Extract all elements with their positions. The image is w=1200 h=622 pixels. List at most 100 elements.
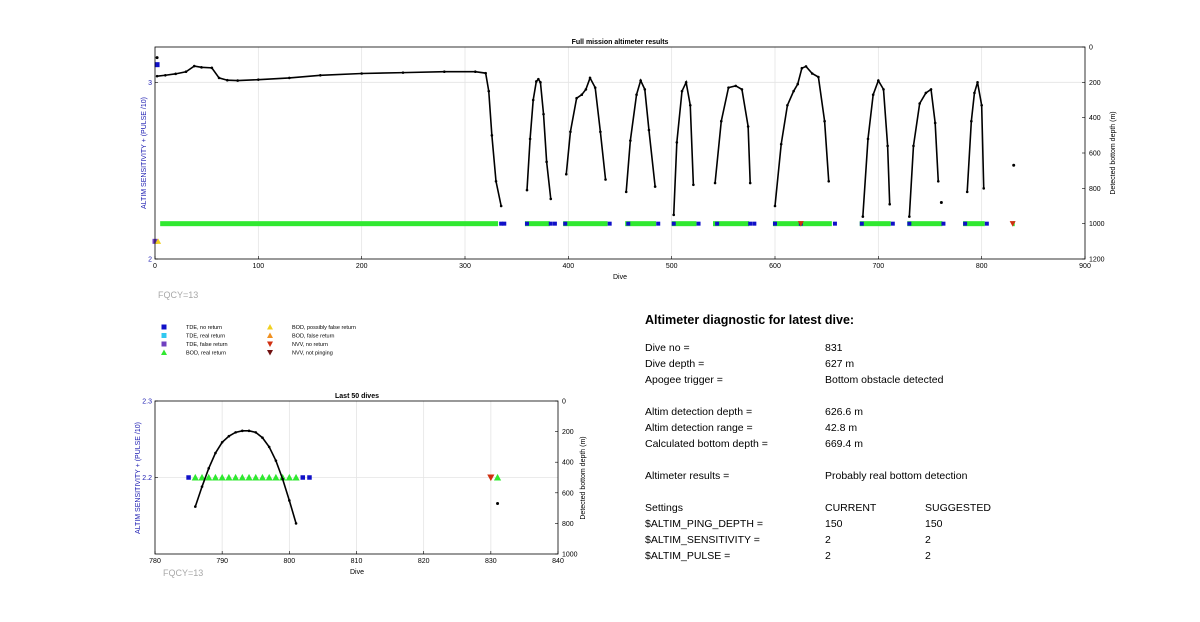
main-fqcy-annotation: FQCY=13 bbox=[158, 290, 198, 300]
bottom-depth-point bbox=[443, 70, 446, 74]
bottom-depth-point bbox=[882, 88, 885, 91]
dive-no-label: Dive no = bbox=[645, 342, 690, 354]
bottom-depth-line bbox=[625, 78, 656, 192]
last-50-ticks: 780 790 800 810 820 830 840 2.2 2.3 0 200 400 600 800… bbox=[142, 399, 577, 566]
bottom-depth-line bbox=[908, 87, 940, 217]
bottom-depth-point bbox=[528, 137, 532, 141]
bottom-depth-point bbox=[494, 179, 498, 183]
bod-real-return-marker bbox=[218, 473, 226, 481]
legend-label: BOD, possibly false return bbox=[292, 325, 356, 331]
bottom-depth-point bbox=[588, 76, 592, 80]
bottom-depth-point bbox=[539, 81, 542, 84]
bottom-depth-point bbox=[234, 431, 237, 434]
bottom-depth-point bbox=[675, 141, 679, 144]
bottom-depth-point bbox=[484, 71, 487, 75]
bod-real-return-run bbox=[160, 221, 499, 227]
bottom-depth-point bbox=[274, 459, 278, 462]
tde-no-return-marker bbox=[773, 221, 777, 226]
bottom-depth-point bbox=[401, 71, 405, 74]
tde-no-return-marker bbox=[499, 221, 504, 226]
bottom-depth-point bbox=[254, 431, 258, 434]
bottom-depth-point bbox=[549, 197, 553, 201]
bottom-depth-point bbox=[933, 121, 937, 125]
x-tick-label: 790 bbox=[216, 558, 228, 565]
tde-no-return-marker bbox=[307, 475, 312, 480]
settings-label: Settings bbox=[645, 502, 683, 514]
bottom-depth-point bbox=[200, 66, 203, 69]
status-marker bbox=[155, 238, 162, 244]
x-tick-label: 600 bbox=[769, 263, 781, 270]
bottom-depth-point bbox=[810, 72, 814, 75]
x-tick-label: 820 bbox=[418, 558, 430, 565]
bottom-depth-point bbox=[973, 91, 976, 95]
tde-no-return-marker bbox=[186, 475, 191, 480]
tde-no-return-marker bbox=[552, 221, 557, 226]
bottom-depth-point bbox=[800, 66, 804, 70]
tde-no-return-marker bbox=[671, 221, 676, 226]
setting-suggested: 150 bbox=[925, 518, 943, 530]
bottom-depth-point bbox=[257, 78, 260, 81]
bottom-depth-point bbox=[525, 188, 529, 192]
y-right-tick-label: 0 bbox=[562, 399, 566, 406]
bottom-depth-point bbox=[575, 96, 578, 100]
x-tick-label: 900 bbox=[1079, 263, 1091, 270]
last-50-left-y-label: ALTIM SENSITIVITY + (PULSE /10) bbox=[135, 422, 142, 534]
current-label: CURRENT bbox=[825, 502, 877, 514]
bottom-depth-line bbox=[565, 75, 607, 180]
legend-label: TDE, false return bbox=[186, 342, 228, 348]
x-tick-label: 200 bbox=[356, 263, 368, 270]
bod-real-return-marker bbox=[211, 473, 220, 481]
bottom-depth-point bbox=[210, 66, 214, 70]
bottom-depth-point bbox=[281, 477, 284, 481]
bottom-depth-point bbox=[936, 179, 940, 183]
bottom-depth-point bbox=[804, 65, 808, 68]
dive-no-value: 831 bbox=[825, 342, 843, 354]
tde-no-return-marker bbox=[626, 221, 631, 226]
bottom-depth-point bbox=[155, 56, 159, 60]
tde-no-return-marker bbox=[548, 221, 553, 226]
y-right-tick-label: 200 bbox=[562, 429, 574, 436]
legend-marker bbox=[161, 341, 167, 347]
bottom-depth-point bbox=[599, 130, 602, 134]
bod-real-return-marker bbox=[258, 473, 267, 481]
bottom-depth-point bbox=[214, 451, 217, 455]
calc-bottom-label: Calculated bottom depth = bbox=[645, 438, 768, 450]
y-right-tick-label: 400 bbox=[562, 460, 574, 467]
tde-no-return-marker bbox=[963, 221, 968, 226]
main-x-label: Dive bbox=[613, 274, 627, 281]
bottom-depth-point bbox=[217, 76, 221, 80]
bottom-depth-point bbox=[288, 76, 291, 80]
x-tick-label: 840 bbox=[552, 558, 564, 565]
bottom-depth-point bbox=[580, 93, 584, 96]
bottom-depth-point bbox=[639, 79, 642, 82]
detection-depth-row: Altim detection depth = 626.6 m bbox=[645, 404, 1065, 420]
bottom-depth-point bbox=[174, 72, 177, 76]
bottom-depth-point bbox=[294, 522, 298, 525]
bod-real-return-run bbox=[563, 221, 608, 227]
bod-real-return-marker bbox=[225, 473, 233, 481]
detection-range-value: 42.8 m bbox=[825, 422, 858, 434]
bod-real-return-marker bbox=[493, 473, 502, 481]
bod-real-return-marker bbox=[285, 473, 293, 481]
bottom-depth-point bbox=[164, 73, 167, 77]
bottom-depth-point bbox=[624, 190, 628, 194]
bottom-depth-point bbox=[531, 98, 535, 102]
y-right-tick-label: 800 bbox=[562, 521, 574, 528]
bottom-depth-point bbox=[939, 200, 943, 204]
legend-marker bbox=[161, 333, 167, 338]
bod-real-return-marker bbox=[232, 473, 240, 481]
bottom-depth-point bbox=[564, 172, 568, 176]
detection-depth-label: Altim detection depth = bbox=[645, 406, 753, 418]
x-tick-label: 700 bbox=[872, 263, 884, 270]
bottom-depth-point bbox=[817, 75, 820, 79]
main-chart: Full mission altimeter results 0 100 200 30… bbox=[141, 39, 1117, 300]
bottom-depth-point bbox=[200, 485, 204, 488]
bottom-depth-line bbox=[966, 82, 985, 192]
last-50-chart: Last 50 dives 780 790 800 810 820 830 840 2.2 2.… bbox=[135, 393, 587, 578]
bottom-depth-point bbox=[719, 119, 723, 123]
bottom-depth-point bbox=[226, 78, 229, 82]
bottom-depth-point bbox=[982, 187, 986, 190]
bottom-depth-point bbox=[207, 467, 211, 470]
bottom-depth-point bbox=[827, 179, 831, 183]
bottom-depth-point bbox=[487, 89, 491, 93]
